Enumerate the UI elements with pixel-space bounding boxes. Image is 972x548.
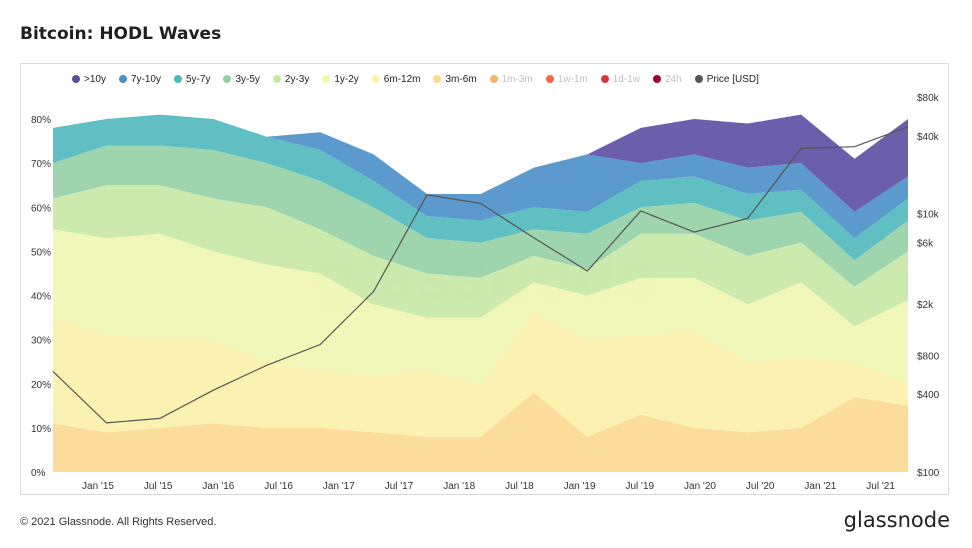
y-right-tick-label: $800 [917,351,940,362]
area-series [53,185,908,327]
legend-swatch [545,75,554,83]
y-right-tick-label: $400 [917,390,940,401]
y-left-tick-label: 30% [31,336,51,347]
legend-item[interactable]: 3y-5y [223,74,260,85]
legend-item[interactable]: 1w-1m [545,74,588,85]
legend-label: 1d-1w [612,74,640,85]
legend-item[interactable]: 24h [653,74,682,85]
chart-legend: >10y 7y-10y 5y-7y 3y-5y 2y-3y 1y-2y 6m-12m 3m-6… [72,74,772,85]
x-tick-label: Jan '15 [82,481,114,492]
legend-swatch [371,75,380,83]
y-left-tick-label: 70% [31,159,51,170]
area-series [53,392,908,472]
x-tick-label: Jul '19 [626,481,655,492]
x-tick-label: Jul '16 [264,481,293,492]
copyright-footer: © 2021 Glassnode. All Rights Reserved. [20,516,217,528]
area-series [53,229,908,384]
x-tick-label: Jan '20 [684,481,716,492]
chart-frame [20,63,949,495]
legend-label: 1y-2y [334,74,359,85]
legend-label: 6m-12m [383,74,421,85]
legend-label: >10y [84,74,106,85]
legend-label: Price [USD] [706,74,759,85]
x-tick-label: Jan '17 [323,481,355,492]
area-series [53,313,908,437]
x-tick-label: Jul '18 [505,481,534,492]
legend-item[interactable]: >10y [72,74,106,85]
y-left-tick-label: 0% [31,468,46,479]
legend-swatch [694,75,703,83]
legend-swatch [173,75,182,83]
legend-label: 3m-6m [445,74,477,85]
legend-label: 1w-1m [557,74,588,85]
legend-swatch [272,75,281,83]
x-tick-label: Jul '15 [144,481,173,492]
page-title: Bitcoin: HODL Waves [20,24,222,44]
legend-swatch [322,75,331,83]
legend-swatch [72,75,80,83]
y-left-tick-label: 10% [31,424,51,435]
y-right-tick-label: $6k [917,238,934,249]
x-tick-label: Jan '19 [564,481,596,492]
legend-item[interactable]: Price [USD] [694,74,759,85]
legend-swatch [223,75,232,83]
legend-swatch [433,75,442,83]
legend-item[interactable]: 2y-3y [272,74,310,85]
y-left-tick-label: 80% [31,115,51,126]
x-tick-label: Jul '17 [385,481,414,492]
legend-label: 1m-3m [501,74,533,85]
legend-swatch [118,75,127,83]
legend-swatch [600,75,609,83]
legend-swatch [489,75,498,83]
legend-item[interactable]: 1m-3m [489,74,533,85]
legend-label: 24h [665,74,682,85]
y-left-tick-label: 60% [31,203,51,214]
y-left-tick-label: 20% [31,380,51,391]
x-tick-label: Jan '21 [804,481,836,492]
y-left-tick-label: 40% [31,292,51,303]
y-right-tick-label: $10k [917,210,940,221]
x-tick-label: Jul '21 [866,481,895,492]
y-right-tick-label: $100 [917,468,940,479]
legend-swatch [653,75,661,83]
legend-label: 5y-7y [185,74,211,85]
price-line [52,126,909,424]
area-series [53,114,908,239]
legend-item[interactable]: 3m-6m [433,74,477,85]
y-right-tick-label: $80k [917,93,940,104]
area-series [53,114,908,261]
area-series [53,114,908,212]
area-series [53,145,908,287]
y-right-tick-label: $40k [917,132,940,143]
legend-label: 3y-5y [235,74,260,85]
legend-item[interactable]: 6m-12m [371,74,421,85]
legend-item[interactable]: 7y-10y [118,74,161,85]
legend-item[interactable]: 5y-7y [173,74,211,85]
legend-item[interactable]: 1y-2y [322,74,359,85]
x-tick-label: Jan '16 [202,481,234,492]
x-tick-label: Jan '18 [443,481,475,492]
glassnode-logo: glassnode [843,508,950,532]
legend-label: 2y-3y [284,74,310,85]
x-tick-label: Jul '20 [746,481,775,492]
y-right-tick-label: $2k [917,300,934,311]
legend-item[interactable]: 1d-1w [600,74,640,85]
y-left-tick-label: 50% [31,247,51,258]
legend-label: 7y-10y [130,74,161,85]
